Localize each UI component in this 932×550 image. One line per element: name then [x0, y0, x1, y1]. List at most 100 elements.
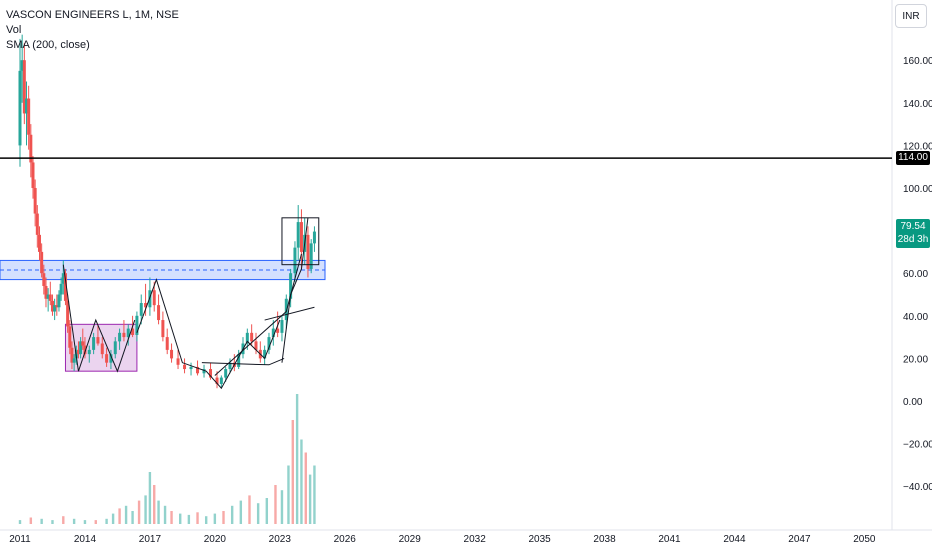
x-tick-label: 2023: [269, 534, 292, 545]
volume-bar: [239, 500, 243, 524]
candle-body: [280, 320, 284, 333]
volume-bar: [265, 498, 269, 524]
x-tick-label: 2047: [788, 534, 811, 545]
y-tick-label: 60.00: [903, 269, 928, 280]
candle-body: [57, 294, 61, 308]
volume-bar: [230, 505, 234, 524]
candle-body: [289, 273, 293, 299]
candle-body: [165, 337, 169, 350]
bar-countdown: 28d 3h: [897, 233, 929, 245]
x-tick-label: 2011: [9, 534, 31, 545]
candle-body: [224, 369, 228, 378]
candle-body: [20, 60, 24, 71]
x-tick-label: 2020: [204, 534, 227, 545]
candle-body: [196, 366, 200, 374]
volume-bar: [137, 500, 141, 524]
volume-bar: [111, 513, 115, 524]
y-tick-label: −40.00: [903, 482, 932, 493]
x-tick-label: 2041: [658, 534, 681, 545]
candle-body: [209, 369, 213, 378]
candle-body: [250, 332, 254, 342]
candle-body: [18, 70, 22, 146]
candle-body: [299, 222, 303, 252]
y-tick-label: 160.00: [903, 56, 932, 67]
volume-bar: [179, 513, 182, 524]
x-tick-label: 2017: [139, 534, 162, 545]
volume-bar: [124, 505, 128, 524]
candle-body: [105, 354, 109, 363]
candle-body: [24, 98, 28, 114]
candle-body: [271, 328, 275, 338]
volume-bar: [29, 517, 33, 524]
candle-body: [63, 273, 67, 301]
x-tick-label: 2035: [528, 534, 551, 545]
volume-bar: [157, 500, 160, 524]
volume-bar: [62, 516, 65, 524]
candle-body: [267, 337, 271, 350]
y-tick-label: 0.00: [903, 397, 923, 408]
rounding-pattern-drawing: [136, 278, 281, 390]
volume-bar: [118, 508, 121, 524]
candle-body: [92, 337, 96, 350]
candle-body: [245, 332, 249, 344]
candle-body: [37, 234, 41, 252]
symbol-title[interactable]: VASCON ENGINEERS L, 1M, NSE: [6, 9, 179, 21]
candle-body: [144, 303, 148, 308]
candle-body: [48, 294, 52, 301]
volume-bar: [83, 520, 87, 524]
volume-bar: [304, 452, 307, 524]
candle-body: [100, 343, 104, 355]
candle-body: [219, 377, 223, 384]
volume-bar: [256, 503, 260, 524]
candle-body: [284, 298, 288, 321]
volume-bar: [148, 472, 152, 524]
volume-bar: [291, 420, 294, 524]
volume-bar: [196, 512, 199, 524]
volume-bar: [18, 520, 22, 524]
volume-bar: [163, 505, 167, 524]
volume-bar: [280, 490, 284, 524]
candle-body: [161, 320, 165, 338]
candle-body: [55, 305, 59, 308]
candle-body: [276, 328, 280, 333]
volume-indicator-label[interactable]: Vol: [6, 24, 22, 36]
x-tick-label: 2038: [593, 534, 616, 545]
candle-body: [170, 349, 174, 359]
candle-body: [33, 188, 37, 214]
y-tick-label: 40.00: [903, 312, 928, 323]
candle-body: [70, 347, 74, 363]
volume-bar: [213, 513, 217, 524]
currency-button[interactable]: INR: [895, 4, 927, 28]
candle-body: [126, 328, 130, 338]
volume-bar: [295, 394, 299, 524]
candle-body: [122, 332, 126, 338]
candle-body: [66, 300, 70, 327]
candle-body: [183, 364, 187, 370]
volume-bar: [300, 439, 303, 524]
candle-body: [96, 337, 100, 344]
candle-body: [309, 243, 313, 269]
volume-bar: [308, 474, 312, 524]
candle-body: [53, 305, 57, 312]
x-tick-label: 2026: [334, 534, 357, 545]
volume-bar: [94, 520, 97, 524]
candle-body: [312, 231, 316, 244]
candle-body: [83, 345, 87, 355]
candle-body: [79, 341, 83, 355]
volume-bar: [40, 518, 43, 524]
sma-indicator-label[interactable]: SMA (200, close): [6, 39, 90, 51]
candle-body: [50, 300, 54, 312]
candle-body: [296, 222, 300, 248]
volume-bar: [248, 495, 251, 524]
y-tick-label: 20.00: [903, 354, 928, 365]
candle-body: [237, 354, 241, 367]
y-tick-label: −20.00: [903, 440, 932, 451]
x-tick-label: 2014: [74, 534, 97, 545]
candle-body: [135, 315, 139, 335]
y-tick-label: 140.00: [903, 99, 932, 110]
candle-body: [40, 251, 44, 274]
volume-bar: [105, 518, 108, 524]
candle-body: [139, 303, 143, 316]
candle-body: [81, 341, 85, 346]
